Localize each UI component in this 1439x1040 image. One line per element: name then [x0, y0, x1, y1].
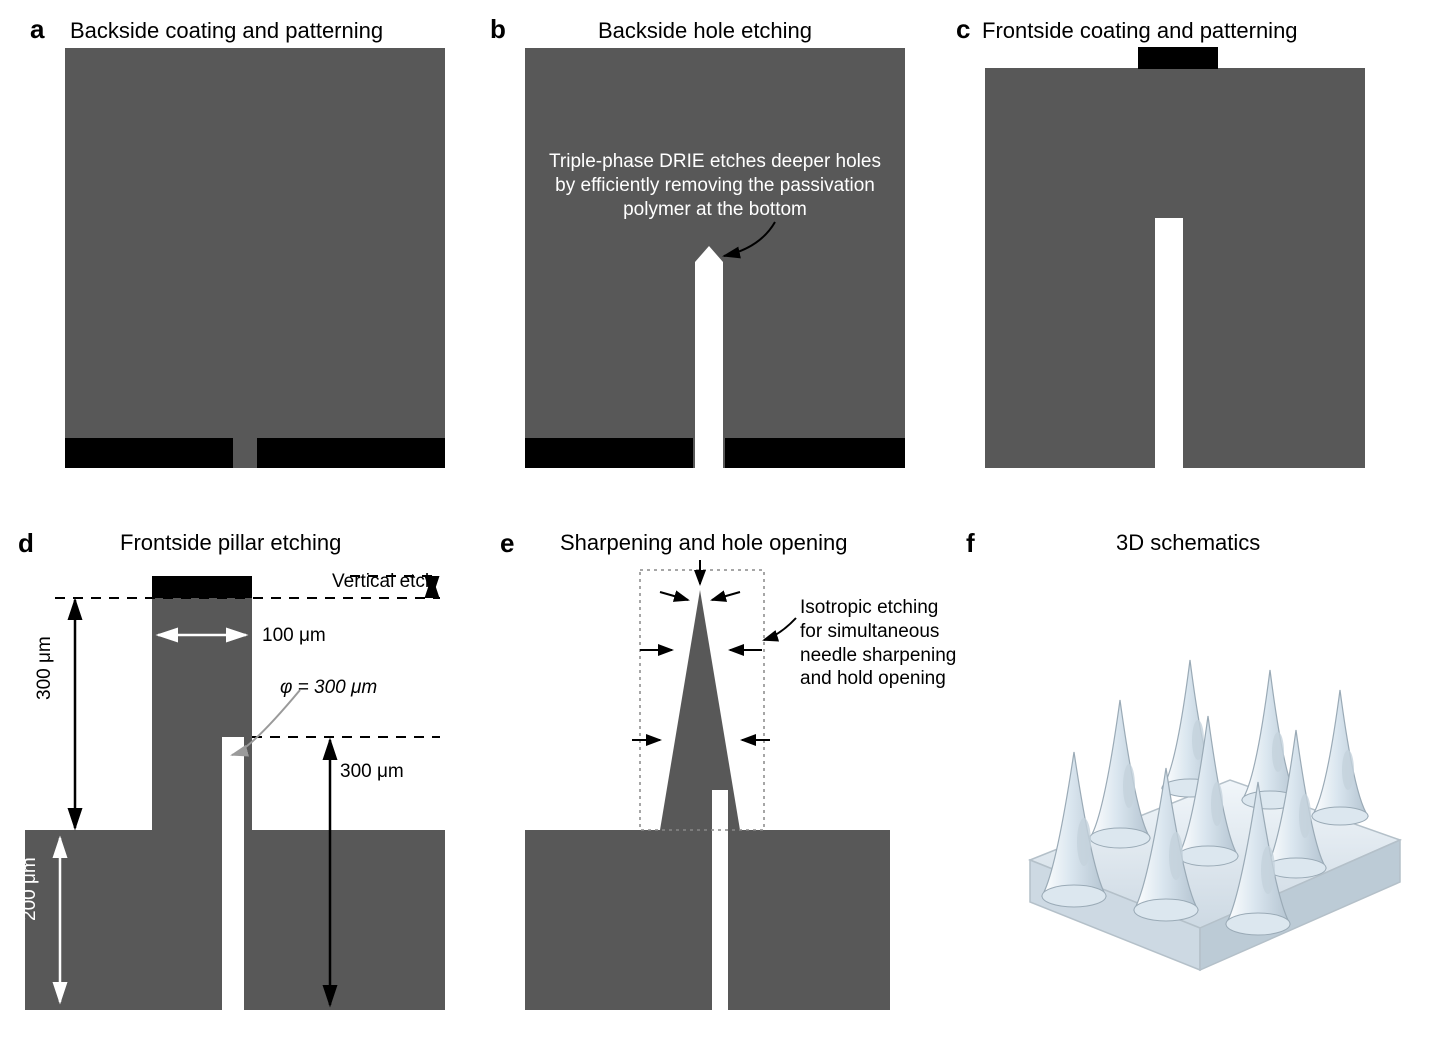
panel-f-label: f [966, 528, 975, 559]
panel-b-annotation-line1: Triple-phase DRIE etches deeper holes [549, 151, 881, 172]
figure: a Backside coating and patterning b Back… [0, 0, 1439, 1039]
panel-c-title: Frontside coating and patterning [982, 18, 1298, 44]
panel-e-annot-l2: for simultaneous [800, 621, 939, 642]
panel-f-svg [980, 560, 1439, 1040]
panel-e-annot-l3: needle sharpening [800, 645, 956, 666]
panel-d-h300-label: 300 μm [33, 636, 57, 700]
panel-d-h200-label: 200 μm [18, 857, 42, 921]
panel-d-phi-label: φ = 300 μm [280, 676, 377, 700]
panel-d-label: d [18, 528, 34, 559]
panel-d-vertical-etch-label: Vertical etch [332, 570, 436, 594]
panel-a-svg [0, 0, 460, 480]
panel-e-annot-l4: and hold opening [800, 668, 946, 689]
panel-d-title: Frontside pillar etching [120, 530, 341, 556]
panel-e-annotation: Isotropic etching for simultaneous needl… [800, 596, 956, 691]
panel-d-depth300-label: 300 μm [340, 760, 404, 784]
panel-d-w100-label: 100 μm [262, 624, 326, 648]
panel-e-label: e [500, 528, 514, 559]
panel-e-annot-l1: Isotropic etching [800, 597, 938, 618]
panel-e-svg [0, 500, 980, 1040]
panel-b-annotation-line2: by efficiently removing the passivation [555, 175, 875, 196]
panel-e-title: Sharpening and hole opening [560, 530, 847, 556]
panel-f-title: 3D schematics [1116, 530, 1260, 556]
panel-c-label: c [956, 14, 970, 45]
panel-b-annotation: Triple-phase DRIE etches deeper holes by… [540, 150, 890, 221]
panel-b-label: b [490, 14, 506, 45]
panel-b-annotation-line3: polymer at the bottom [623, 199, 807, 220]
panel-b-svg [510, 0, 910, 480]
